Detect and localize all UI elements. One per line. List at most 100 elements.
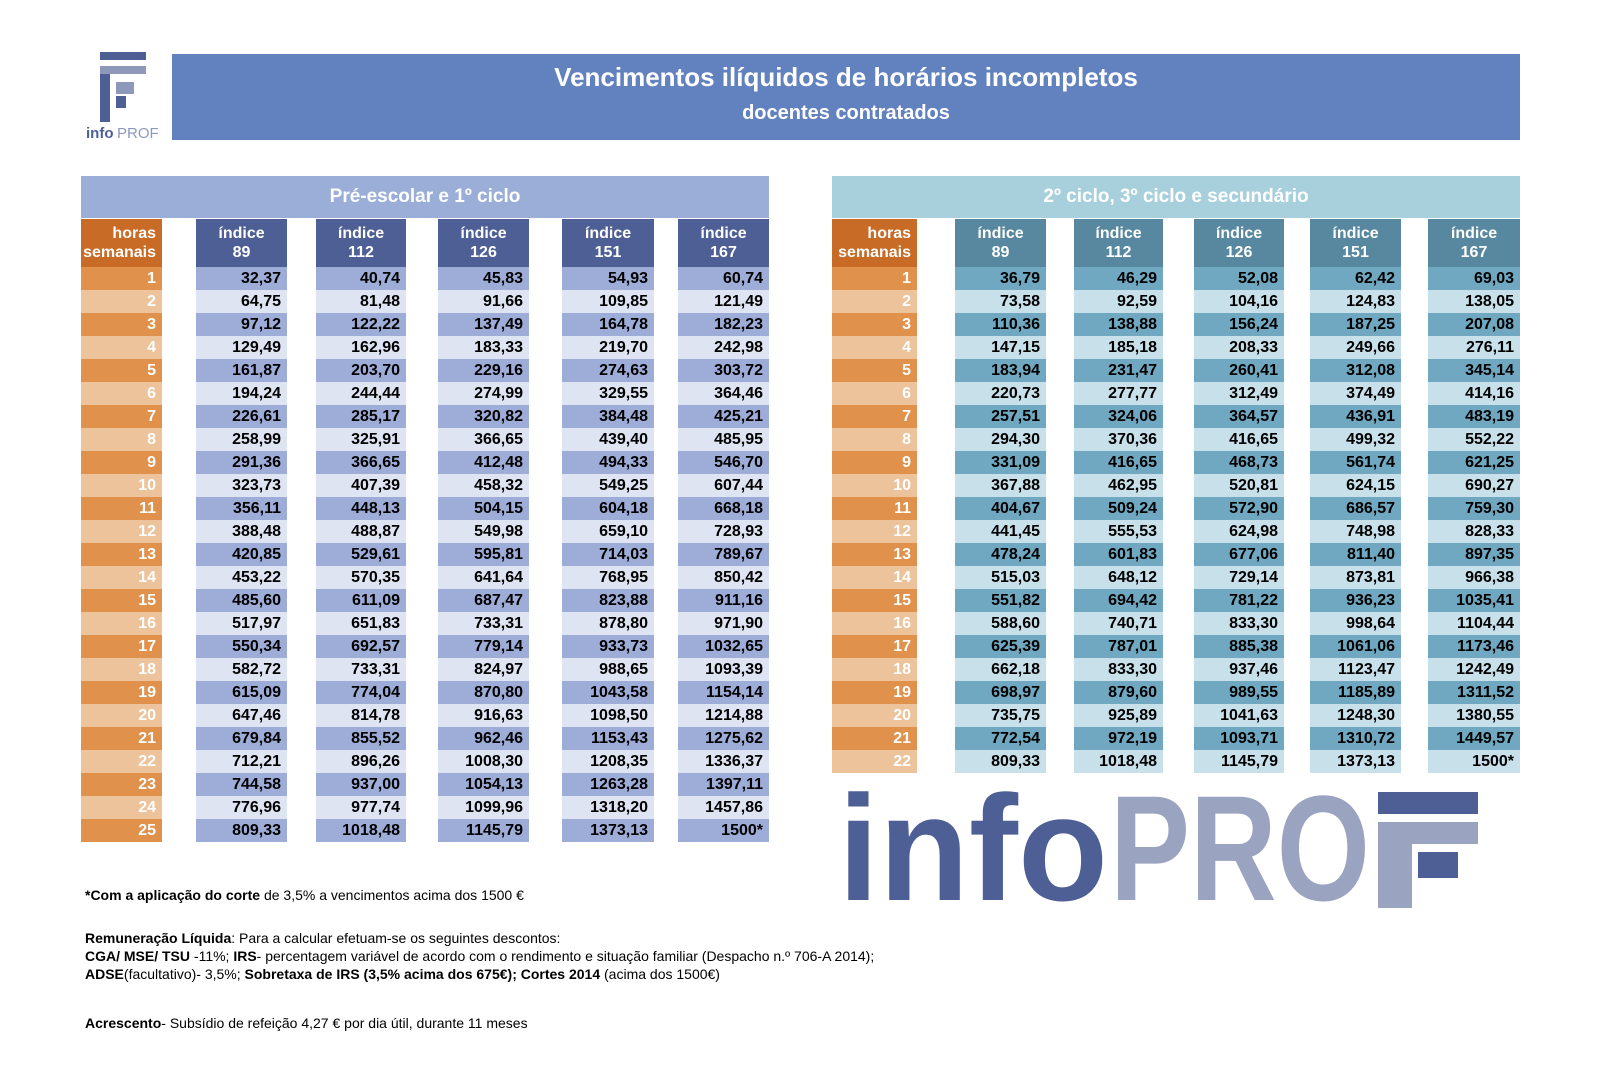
salary-cell: 687,47 <box>438 589 529 612</box>
salary-cell: 121,49 <box>678 290 769 313</box>
salary-cell: 972,19 <box>1074 727 1163 750</box>
salary-cell: 81,48 <box>316 290 406 313</box>
salary-cell: 1054,13 <box>438 773 529 796</box>
table-row: 18 582,72 733,31 824,97 988,65 1093,39 <box>81 658 769 681</box>
salary-cell: 897,35 <box>1428 543 1520 566</box>
hours-cell: 11 <box>832 497 917 520</box>
salary-cell: 274,99 <box>438 382 529 405</box>
salary-cell: 69,03 <box>1428 267 1520 290</box>
hours-cell: 6 <box>832 382 917 405</box>
hours-cell: 9 <box>832 451 917 474</box>
salary-cell: 1153,43 <box>562 727 654 750</box>
salary-cell: 582,72 <box>196 658 287 681</box>
salary-cell: 733,31 <box>316 658 406 681</box>
hours-cell: 25 <box>81 819 162 842</box>
table-row: 10 323,73 407,39 458,32 549,25 607,44 <box>81 474 769 497</box>
table-row: 3 110,36 138,88 156,24 187,25 207,08 <box>832 313 1520 336</box>
salary-cell: 260,41 <box>1194 359 1284 382</box>
table-row: 4 147,15 185,18 208,33 249,66 276,11 <box>832 336 1520 359</box>
salary-cell: 164,78 <box>562 313 654 336</box>
hours-cell: 9 <box>81 451 162 474</box>
table-row: 21 772,54 972,19 1093,71 1310,72 1449,57 <box>832 727 1520 750</box>
salary-cell: 971,90 <box>678 612 769 635</box>
salary-cell: 735,75 <box>955 704 1046 727</box>
table-row: 4 129,49 162,96 183,33 219,70 242,98 <box>81 336 769 359</box>
salary-cell: 555,53 <box>1074 520 1163 543</box>
salary-cell: 1208,35 <box>562 750 654 773</box>
svg-text:info: info <box>86 125 114 142</box>
table-header-row: horas semanais índice 89 índice 112 índice 1… <box>832 219 1520 267</box>
table-row: 8 294,30 370,36 416,65 499,32 552,22 <box>832 428 1520 451</box>
salary-cell: 207,08 <box>1428 313 1520 336</box>
table-row: 5 183,94 231,47 260,41 312,08 345,14 <box>832 359 1520 382</box>
hours-cell: 5 <box>832 359 917 382</box>
salary-cell: 740,71 <box>1074 612 1163 635</box>
hours-cell: 11 <box>81 497 162 520</box>
salary-cell: 276,11 <box>1428 336 1520 359</box>
salary-cell: 1145,79 <box>1194 750 1284 773</box>
salary-cell: 220,73 <box>955 382 1046 405</box>
salary-cell: 509,24 <box>1074 497 1163 520</box>
table-row: 19 615,09 774,04 870,80 1043,58 1154,14 <box>81 681 769 704</box>
table-row: 15 485,60 611,09 687,47 823,88 911,16 <box>81 589 769 612</box>
table-row: 9 291,36 366,65 412,48 494,33 546,70 <box>81 451 769 474</box>
salary-cell: 776,96 <box>196 796 287 819</box>
salary-cell: 294,30 <box>955 428 1046 451</box>
salary-cell: 1061,06 <box>1310 635 1401 658</box>
footnote-acrescento: Acrescento- Subsídio de refeição 4,27 € … <box>85 1015 528 1031</box>
svg-text:PRO: PRO <box>1110 790 1370 912</box>
table-row: 25 809,33 1018,48 1145,79 1373,13 1500* <box>81 819 769 842</box>
salary-cell: 147,15 <box>955 336 1046 359</box>
salary-cell: 625,39 <box>955 635 1046 658</box>
salary-cell: 925,89 <box>1074 704 1163 727</box>
salary-cell: 242,98 <box>678 336 769 359</box>
salary-cell: 226,61 <box>196 405 287 428</box>
index-header: índice 89 <box>955 219 1046 267</box>
table-row: 2 64,75 81,48 91,66 109,85 121,49 <box>81 290 769 313</box>
hours-cell: 13 <box>81 543 162 566</box>
salary-cell: 291,36 <box>196 451 287 474</box>
table-row: 6 194,24 244,44 274,99 329,55 364,46 <box>81 382 769 405</box>
salary-cell: 312,49 <box>1194 382 1284 405</box>
salary-cell: 814,78 <box>316 704 406 727</box>
hours-cell: 20 <box>81 704 162 727</box>
salary-cell: 1123,47 <box>1310 658 1401 681</box>
table-row: 18 662,18 833,30 937,46 1123,47 1242,49 <box>832 658 1520 681</box>
salary-cell: 1310,72 <box>1310 727 1401 750</box>
salary-cell: 1248,30 <box>1310 704 1401 727</box>
salary-cell: 52,08 <box>1194 267 1284 290</box>
salary-cell: 552,22 <box>1428 428 1520 451</box>
hours-cell: 22 <box>832 750 917 773</box>
hours-cell: 2 <box>81 290 162 313</box>
page-title: Vencimentos ilíquidos de horários incomp… <box>554 62 1138 92</box>
salary-cell: 138,88 <box>1074 313 1163 336</box>
table-row: 15 551,82 694,42 781,22 936,23 1035,41 <box>832 589 1520 612</box>
table-row: 22 712,21 896,26 1008,30 1208,35 1336,37 <box>81 750 769 773</box>
salary-cell: 448,13 <box>316 497 406 520</box>
salary-cell: 828,33 <box>1428 520 1520 543</box>
salary-cell: 694,42 <box>1074 589 1163 612</box>
salary-cell: 1185,89 <box>1310 681 1401 704</box>
table-row: 10 367,88 462,95 520,81 624,15 690,27 <box>832 474 1520 497</box>
table-row: 1 32,37 40,74 45,83 54,93 60,74 <box>81 267 769 290</box>
salary-cell: 162,96 <box>316 336 406 359</box>
salary-table-secundario: horas semanais índice 89 índice 112 índice 1… <box>832 219 1520 773</box>
salary-cell: 1373,13 <box>562 819 654 842</box>
salary-cell: 1173,46 <box>1428 635 1520 658</box>
hours-cell: 12 <box>81 520 162 543</box>
salary-cell: 668,18 <box>678 497 769 520</box>
table-row: 19 698,97 879,60 989,55 1185,89 1311,52 <box>832 681 1520 704</box>
salary-cell: 274,63 <box>562 359 654 382</box>
table-row: 2 73,58 92,59 104,16 124,83 138,05 <box>832 290 1520 313</box>
hours-cell: 17 <box>81 635 162 658</box>
hours-cell: 13 <box>832 543 917 566</box>
salary-cell: 588,60 <box>955 612 1046 635</box>
hours-header: horas semanais <box>832 219 917 267</box>
salary-cell: 303,72 <box>678 359 769 382</box>
salary-cell: 1500* <box>678 819 769 842</box>
salary-cell: 692,57 <box>316 635 406 658</box>
salary-cell: 324,06 <box>1074 405 1163 428</box>
salary-cell: 40,74 <box>316 267 406 290</box>
hours-cell: 10 <box>832 474 917 497</box>
hours-cell: 24 <box>81 796 162 819</box>
